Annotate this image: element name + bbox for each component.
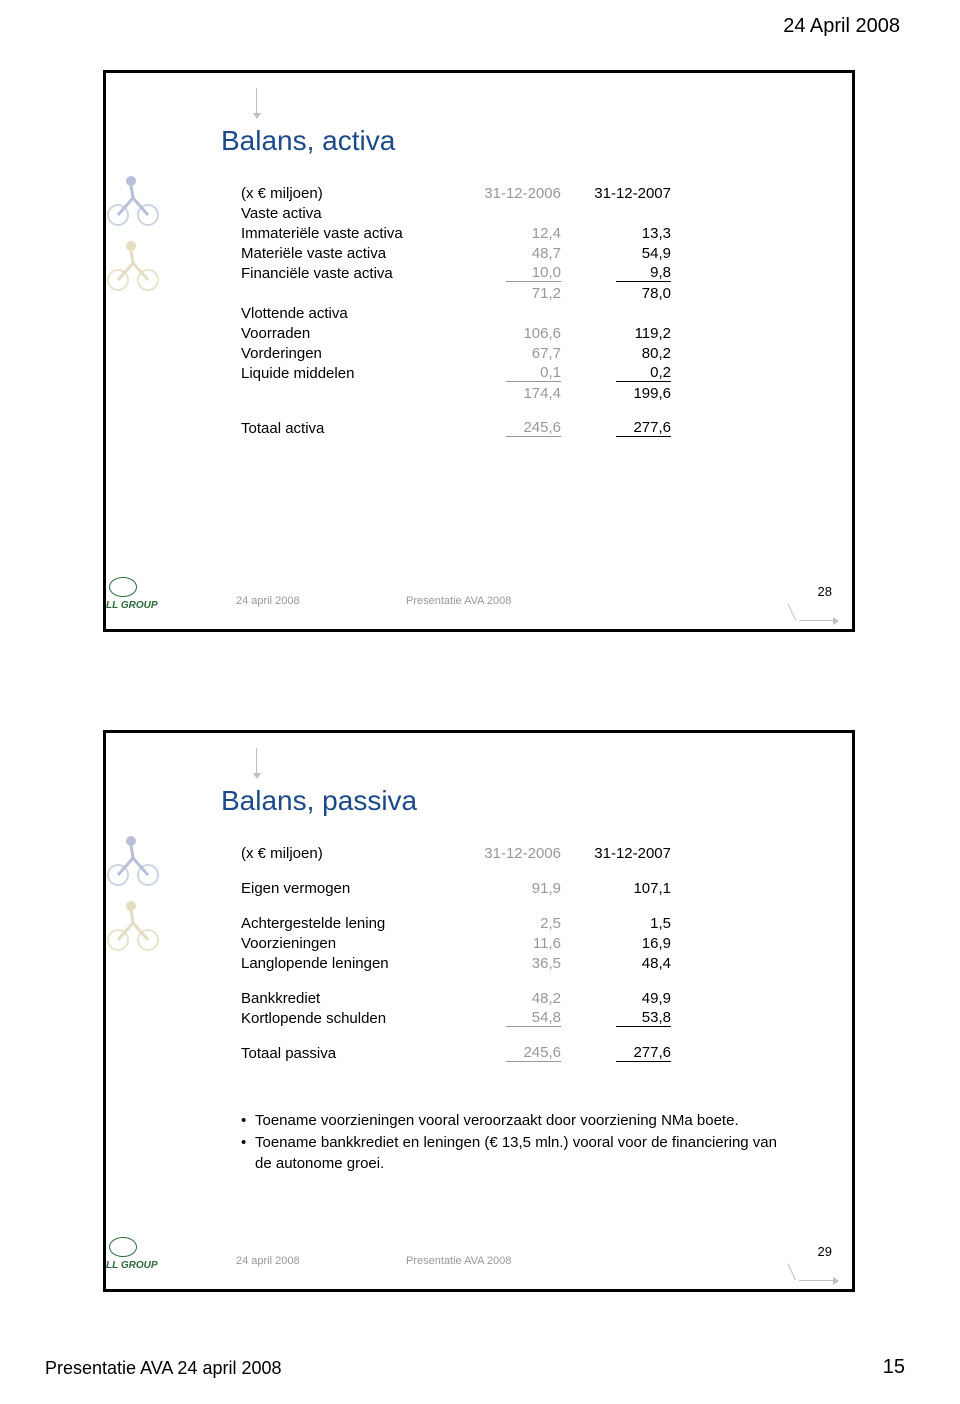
cyclist-icon <box>103 898 163 953</box>
cell: 48,4 <box>581 955 691 972</box>
cell: 119,2 <box>581 325 691 342</box>
total-cell: 277,6 <box>581 1044 691 1062</box>
cell: 11,6 <box>471 935 581 952</box>
row-label: Voorzieningen <box>241 935 471 952</box>
cell: 36,5 <box>471 955 581 972</box>
cell: 12,4 <box>471 225 581 242</box>
cell: 106,6 <box>471 325 581 342</box>
total-cell: 245,6 <box>471 419 581 437</box>
row-label: Materiële vaste activa <box>241 245 471 262</box>
decorative-arrow <box>799 620 834 621</box>
footer-date: 24 april 2008 <box>236 595 300 607</box>
subtotal: 174,4 <box>471 385 581 402</box>
slide-title: Balans, passiva <box>221 785 417 817</box>
section-header: Vaste activa <box>241 205 471 222</box>
row-label: Financiële vaste activa <box>241 265 471 282</box>
cell: 67,7 <box>471 345 581 362</box>
cell: 54,8 <box>471 1009 581 1027</box>
bullet-item: Toename voorzieningen vooral veroorzaakt… <box>241 1111 791 1131</box>
row-label: Langlopende leningen <box>241 955 471 972</box>
slide-passiva: Balans, passiva (x € miljoen) 31-12-2006… <box>103 730 855 1292</box>
cell: 53,8 <box>581 1009 691 1027</box>
bullet-list: Toename voorzieningen vooral veroorzaakt… <box>241 1111 791 1176</box>
passiva-table: (x € miljoen) 31-12-2006 31-12-2007 Eige… <box>241 843 741 1063</box>
row-label: Immateriële vaste activa <box>241 225 471 242</box>
page-header-date: 24 April 2008 <box>783 15 900 38</box>
subtotal: 71,2 <box>471 285 581 302</box>
row-label: Bankkrediet <box>241 990 471 1007</box>
cyclist-icon <box>103 173 163 228</box>
bullet-item: Toename bankkrediet en leningen (€ 13,5 … <box>241 1133 791 1174</box>
slide-footer: LL GROUP 24 april 2008 Presentatie AVA 2… <box>106 581 852 611</box>
cell: 13,3 <box>581 225 691 242</box>
decorative-arrow <box>256 88 257 113</box>
page-footer-text: Presentatie AVA 24 april 2008 <box>45 1358 282 1379</box>
table-header-label: (x € miljoen) <box>241 185 471 202</box>
cell: 1,5 <box>581 915 691 932</box>
footer-date: 24 april 2008 <box>236 1255 300 1267</box>
cell: 107,1 <box>581 880 691 897</box>
col-2006: 31-12-2006 <box>471 185 581 202</box>
decorative-arrow <box>256 748 257 773</box>
footer-title: Presentatie AVA 2008 <box>406 1255 511 1267</box>
cell: 48,2 <box>471 990 581 1007</box>
cell: 16,9 <box>581 935 691 952</box>
page-footer-num: 15 <box>883 1356 905 1379</box>
slide-footer: LL GROUP 24 april 2008 Presentatie AVA 2… <box>106 1241 852 1271</box>
cell: 49,9 <box>581 990 691 1007</box>
logo-text: LL GROUP <box>106 600 157 611</box>
decorative-arrow <box>799 1280 834 1281</box>
cell: 2,5 <box>471 915 581 932</box>
col-2006: 31-12-2006 <box>471 845 581 862</box>
logo-icon <box>109 577 137 597</box>
cell: 0,1 <box>471 364 581 382</box>
row-label: Achtergestelde lening <box>241 915 471 932</box>
cell: 0,2 <box>581 364 691 382</box>
cell: 48,7 <box>471 245 581 262</box>
subtotal: 199,6 <box>581 385 691 402</box>
total-label: Totaal activa <box>241 420 471 437</box>
subtotal: 78,0 <box>581 285 691 302</box>
cell: 80,2 <box>581 345 691 362</box>
slide-activa: Balans, activa (x € miljoen) 31-12-2006 … <box>103 70 855 632</box>
col-2007: 31-12-2007 <box>581 845 691 862</box>
row-label: Eigen vermogen <box>241 880 471 897</box>
slide-title: Balans, activa <box>221 125 395 157</box>
row-label: Kortlopende schulden <box>241 1010 471 1027</box>
cell: 54,9 <box>581 245 691 262</box>
logo-icon <box>109 1237 137 1257</box>
col-2007: 31-12-2007 <box>581 185 691 202</box>
total-cell: 245,6 <box>471 1044 581 1062</box>
cell: 91,9 <box>471 880 581 897</box>
total-cell: 277,6 <box>581 419 691 437</box>
cyclist-icon <box>103 833 163 888</box>
table-header-label: (x € miljoen) <box>241 845 471 862</box>
cell: 10,0 <box>471 264 581 282</box>
total-label: Totaal passiva <box>241 1045 471 1062</box>
row-label: Liquide middelen <box>241 365 471 382</box>
activa-table: (x € miljoen) 31-12-2006 31-12-2007 Vast… <box>241 183 741 438</box>
row-label: Voorraden <box>241 325 471 342</box>
row-label: Vorderingen <box>241 345 471 362</box>
cell: 9,8 <box>581 264 691 282</box>
cyclist-icon <box>103 238 163 293</box>
section-header: Vlottende activa <box>241 305 471 322</box>
footer-title: Presentatie AVA 2008 <box>406 595 511 607</box>
logo-text: LL GROUP <box>106 1260 157 1271</box>
